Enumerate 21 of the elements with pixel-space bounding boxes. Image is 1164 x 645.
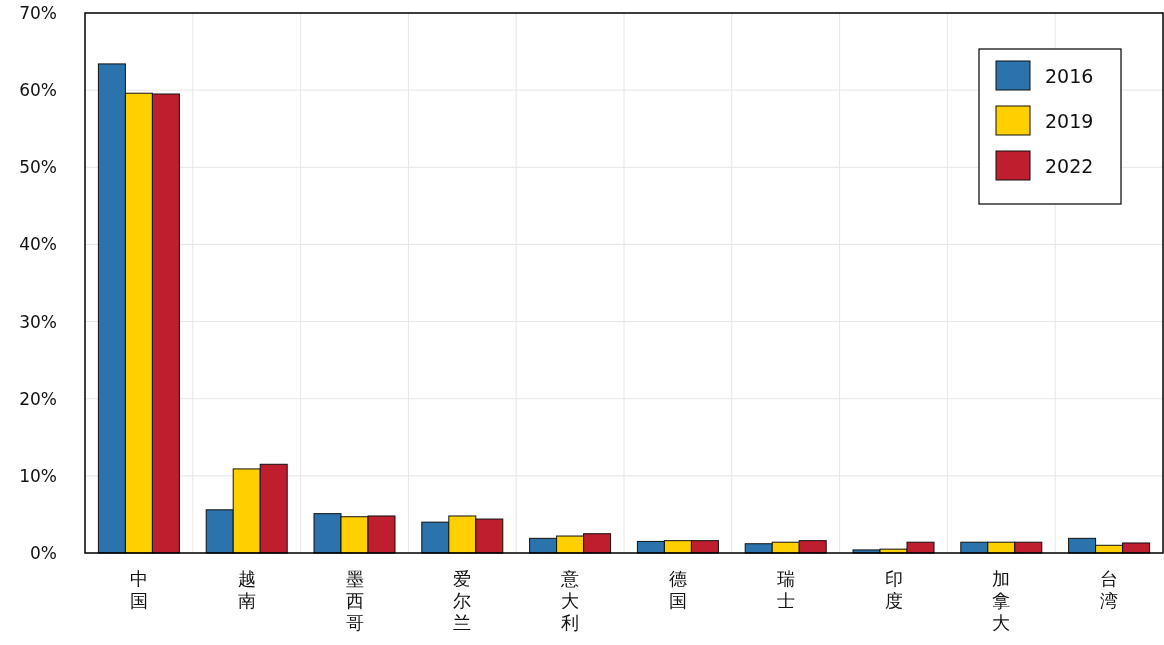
x-tick-label: 德国 bbox=[668, 568, 687, 611]
legend-label: 2016 bbox=[1045, 65, 1094, 87]
x-tick-label: 加拿大 bbox=[992, 568, 1011, 633]
x-tick-label: 瑞士 bbox=[776, 568, 795, 611]
y-tick-label: 60% bbox=[19, 80, 57, 101]
y-tick-label: 70% bbox=[19, 3, 57, 23]
y-tick-label: 40% bbox=[19, 234, 57, 255]
x-tick-label: 意大利 bbox=[560, 568, 580, 633]
x-tick-label: 越南 bbox=[237, 568, 256, 611]
legend-label: 2019 bbox=[1045, 110, 1094, 132]
y-tick-label: 0% bbox=[30, 543, 57, 563]
y-tick-label: 10% bbox=[19, 465, 57, 486]
x-tick-label: 爱尔兰 bbox=[453, 568, 472, 633]
legend-label: 2022 bbox=[1045, 155, 1094, 177]
x-tick-label: 墨西哥 bbox=[345, 568, 364, 633]
y-tick-label: 20% bbox=[19, 388, 57, 409]
y-tick-label: 50% bbox=[19, 157, 57, 178]
y-tick-label: 30% bbox=[19, 311, 57, 332]
x-tick-label: 中国 bbox=[129, 568, 148, 611]
x-tick-label: 印度 bbox=[884, 568, 903, 611]
x-tick-label: 台湾 bbox=[1100, 568, 1119, 611]
